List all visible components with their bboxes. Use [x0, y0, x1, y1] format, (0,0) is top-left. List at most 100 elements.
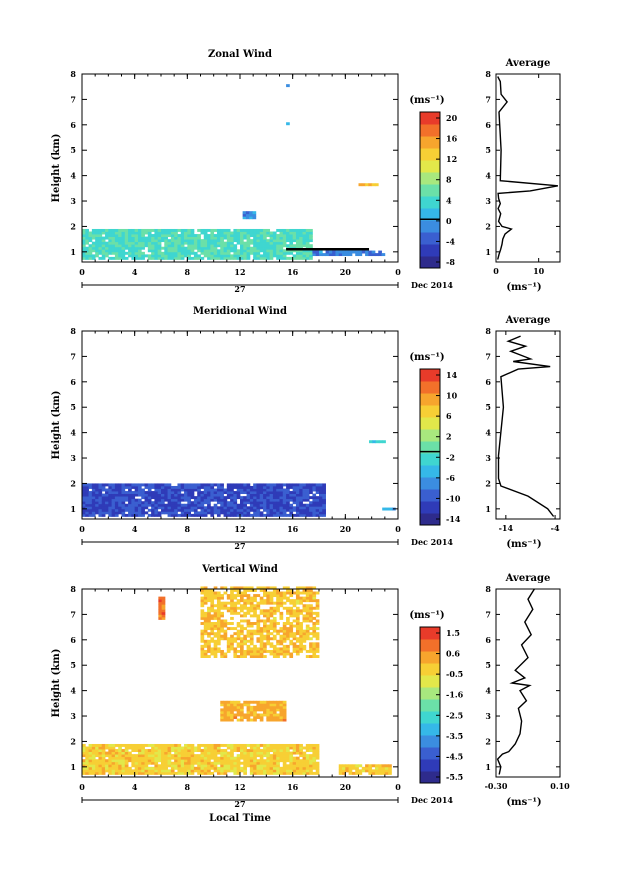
data-cell: [190, 506, 195, 510]
data-cell: [187, 491, 192, 494]
data-cell: [170, 501, 175, 505]
data-cell: [137, 761, 142, 765]
data-cell: [203, 649, 208, 653]
data-cell: [302, 491, 307, 494]
data-cell: [177, 759, 182, 763]
data-cell: [108, 501, 113, 505]
x-tick-label: 0: [79, 267, 85, 277]
data-cell: [124, 493, 129, 497]
data-cell: [292, 637, 297, 641]
data-cell: [213, 488, 218, 492]
data-cell: [230, 236, 234, 240]
data-cell: [282, 601, 287, 605]
data-cell: [345, 766, 350, 770]
data-cell: [276, 239, 280, 243]
data-cell: [82, 491, 86, 494]
data-cell: [190, 743, 195, 747]
data-cell: [82, 246, 86, 250]
data-cell: [197, 241, 201, 245]
data-cell: [154, 503, 159, 507]
data-cell: [325, 250, 330, 254]
data-cell: [289, 606, 294, 610]
data-cell: [309, 485, 313, 489]
data-cell: [167, 754, 172, 758]
data-cell: [101, 246, 106, 250]
data-cell: [243, 761, 247, 765]
data-cell: [137, 506, 142, 510]
data-cell: [105, 506, 109, 510]
data-cell: [141, 228, 145, 232]
data-cell: [259, 655, 264, 658]
data-cell: [305, 498, 310, 502]
data-cell: [266, 614, 271, 618]
profile-y-tick-label: 6: [485, 635, 491, 645]
data-cell: [207, 254, 211, 258]
data-cell: [203, 586, 208, 590]
data-cell: [161, 254, 165, 258]
data-cell: [286, 751, 290, 755]
data-cell: [164, 234, 168, 237]
data-cell: [216, 746, 221, 750]
data-cell: [82, 251, 86, 255]
data-cell: [128, 766, 132, 770]
data-cell: [108, 498, 113, 502]
data-cell: [200, 749, 205, 752]
data-cell: [272, 239, 277, 243]
data-cell: [200, 637, 205, 641]
data-cell: [230, 703, 234, 707]
data-cell: [276, 591, 280, 595]
data-cell: [292, 759, 297, 763]
data-cell: [279, 591, 284, 595]
data-cell: [114, 756, 119, 760]
data-cell: [266, 493, 271, 497]
data-cell: [141, 244, 145, 248]
data-cell: [203, 611, 208, 615]
data-cell: [91, 496, 96, 500]
data-cell: [190, 256, 195, 260]
data-cell: [263, 629, 267, 633]
data-cell: [233, 246, 238, 250]
data-cell: [174, 246, 178, 250]
data-cell: [246, 756, 251, 760]
data-cell: [111, 759, 116, 763]
data-cell: [269, 644, 274, 648]
data-cell: [98, 231, 103, 235]
data-cell: [193, 508, 198, 512]
data-cell: [266, 634, 271, 638]
data-cell: [177, 241, 182, 245]
data-cell: [144, 756, 149, 760]
data-cell: [197, 498, 201, 502]
data-cell: [158, 609, 163, 613]
data-cell: [137, 751, 142, 755]
data-cell: [289, 589, 294, 592]
data-cell: [105, 761, 109, 765]
data-cell: [223, 501, 228, 505]
data-cell: [203, 239, 208, 243]
colorbar-unit: (ms⁻¹): [409, 352, 444, 363]
data-cell: [249, 637, 254, 641]
data-cell: [309, 644, 313, 648]
profile-y-tick-label: 3: [485, 453, 491, 463]
profile-y-tick-label: 8: [485, 326, 491, 336]
data-cell: [85, 239, 89, 243]
y-tick-label: 8: [70, 69, 76, 79]
data-cell: [147, 236, 152, 240]
data-cell: [144, 759, 149, 763]
data-cell: [95, 771, 99, 775]
data-cell: [95, 496, 99, 500]
data-cell: [187, 506, 192, 510]
data-cell: [170, 493, 175, 497]
data-cell: [272, 764, 277, 768]
data-cell: [111, 231, 116, 235]
data-cell: [272, 589, 277, 592]
data-cell: [388, 766, 392, 770]
data-cell: [203, 251, 208, 255]
data-cell: [203, 759, 208, 763]
data-cell: [253, 606, 257, 610]
data-cell: [114, 751, 119, 755]
data-cell: [167, 511, 172, 515]
data-cell: [269, 611, 274, 615]
data-cell: [236, 488, 241, 492]
data-cell: [236, 491, 241, 494]
data-cell: [312, 649, 317, 653]
